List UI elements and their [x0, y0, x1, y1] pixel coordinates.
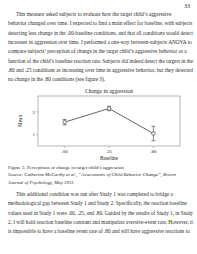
body-text: values used in Study 1 were .00, .25, an… — [8, 210, 193, 216]
y-tick — [36, 111, 38, 112]
x-tick-label: .25 — [106, 149, 113, 154]
body-text: no change in the .80 conditions (see fig… — [8, 76, 105, 83]
body-text: 2, I will hold reaction baseline constan… — [8, 219, 194, 225]
caption: Figure 3. Perceptions of change in targe… — [8, 165, 124, 170]
x-tick-label: .00 — [62, 149, 69, 154]
y-tick-label: 1 — [33, 132, 36, 137]
plot-frame — [38, 96, 180, 146]
body-text: behavior changed over time. I expected t… — [8, 20, 192, 26]
series — [63, 106, 156, 141]
y-axis-label: Mean — [17, 115, 23, 127]
x-axis-label: Baseline — [100, 155, 119, 161]
body-text: .80 and .25 conditions as increasing ove… — [8, 67, 193, 73]
data-point — [63, 120, 67, 124]
body-text: is impossible to have a baseline event r… — [8, 228, 190, 234]
data-point — [107, 107, 111, 111]
chart-title: Change in aggression — [85, 88, 133, 94]
body-text: This measure asked subjects to evaluate … — [16, 11, 172, 17]
x-tick — [109, 146, 110, 148]
chart: Change in aggression 1 2 .00 .25 .80 Baseline M… — [17, 88, 180, 161]
page: 33 This measure asked subjects to evaluat… — [0, 0, 197, 254]
background — [0, 0, 197, 254]
x-tick — [64, 146, 65, 148]
error-bar — [151, 126, 155, 141]
x-tick-label: .80 — [150, 149, 157, 154]
data-point — [152, 132, 156, 136]
error-bar — [63, 119, 67, 124]
series-line — [65, 109, 154, 134]
x-tick — [153, 146, 154, 148]
body-text: methodological gap between Study 1 and S… — [8, 200, 188, 206]
body-text: compare subjects’ perception of change i… — [8, 48, 187, 54]
y-tick-label: 2 — [33, 110, 36, 115]
caption-source: Source: Catherine McCarthy et al., “Asse… — [8, 172, 176, 178]
body-text: function of the child’s baseline reactio… — [8, 58, 194, 64]
page-number: 33 — [184, 2, 190, 9]
y-tick — [36, 134, 38, 135]
body-text: This additional condition was run after … — [16, 191, 173, 197]
body-text: detecting less change in the .00-baselin… — [8, 30, 194, 36]
body-text: increases in aggression over time. I per… — [8, 39, 192, 45]
error-bar — [107, 106, 111, 111]
caption-source: Journal of Psychology, May 2011. — [8, 180, 75, 186]
